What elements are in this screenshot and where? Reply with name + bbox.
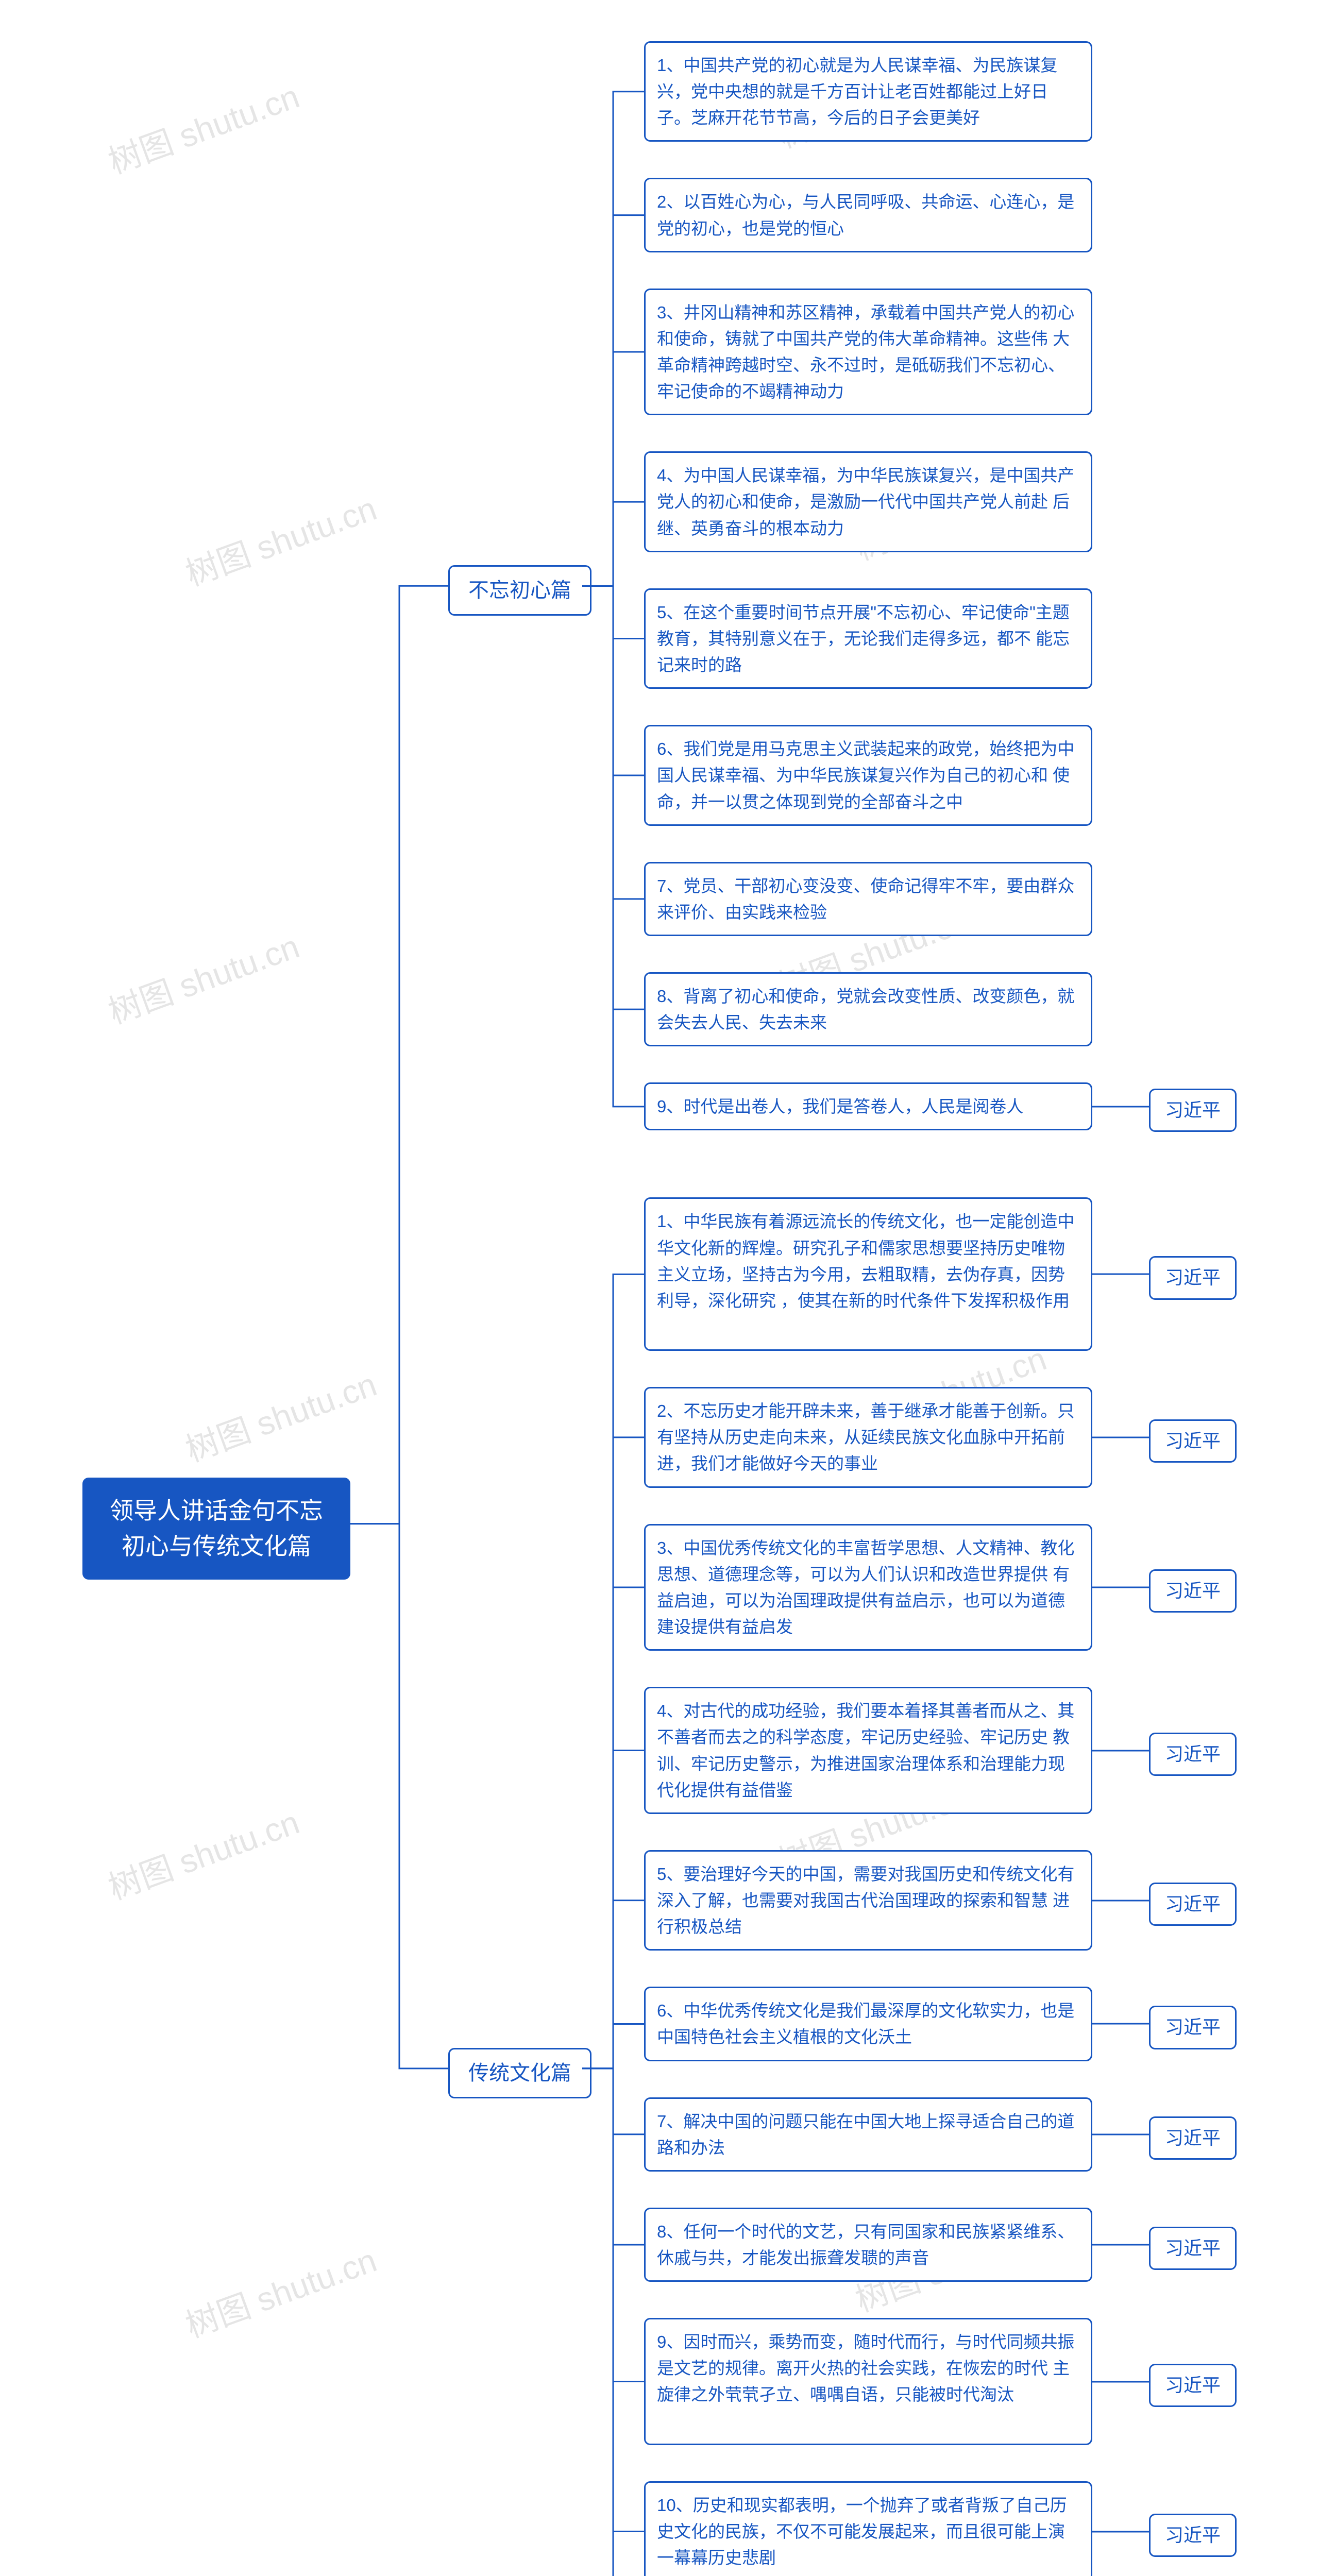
leaf-node: 2、以百姓心为心，与人民同呼吸、共命运、心连心，是党的初心，也是党的恒心 <box>644 178 1092 252</box>
leaf-node: 10、历史和现实都表明，一个抛弃了或者背叛了自己历史文化的民族，不仅不可能发展起… <box>644 2481 1092 2576</box>
leaf-text: 8、任何一个时代的文艺，只有同国家和民族紧紧维系、休戚与共，才能发出振聋发聩的声… <box>657 2222 1074 2267</box>
author-label: 习近平 <box>1165 1099 1221 1121</box>
author-label: 习近平 <box>1165 1743 1221 1765</box>
author-node: 习近平 <box>1149 1256 1237 1299</box>
leaf-text: 9、时代是出卷人，我们是答卷人，人民是阅卷人 <box>657 1097 1023 1116</box>
watermark: 树图 shutu.cn <box>101 920 305 1033</box>
author-label: 习近平 <box>1165 2016 1221 2038</box>
leaf-text: 3、中国优秀传统文化的丰富哲学思想、人文精神、教化思想、道德理念等，可以为人们认… <box>657 1538 1074 1636</box>
leaf-text: 4、为中国人民谋幸福，为中华民族谋复兴，是中国共产党人的初心和使命，是激励一代代… <box>657 466 1074 537</box>
author-label: 习近平 <box>1165 2375 1221 2396</box>
author-label: 习近平 <box>1165 2127 1221 2148</box>
leaf-node: 7、解决中国的问题只能在中国大地上探寻适合自己的道路和办法 <box>644 2097 1092 2172</box>
author-node: 习近平 <box>1149 2006 1237 2049</box>
leaf-text: 1、中华民族有着源远流长的传统文化，也一定能创造中华文化新的辉煌。研究孔子和儒家… <box>657 1212 1074 1310</box>
leaf-node: 9、因时而兴，乘势而变，随时代而行，与时代同频共振是文艺的规律。离开火热的社会实… <box>644 2318 1092 2445</box>
author-connector <box>1092 1585 1149 1590</box>
branch-label: 传统文化篇 <box>468 2062 571 2084</box>
author-connector <box>1092 1435 1149 1440</box>
leaf-node: 3、井冈山精神和苏区精神，承载着中国共产党人的初心和使命，铸就了中国共产党的伟大… <box>644 289 1092 416</box>
author-node: 习近平 <box>1149 2514 1237 2557</box>
author-label: 习近平 <box>1165 2524 1221 2546</box>
leaf-text: 6、中华优秀传统文化是我们最深厚的文化软实力，也是中国特色社会主义植根的文化沃土 <box>657 2001 1074 2046</box>
leaf-node: 5、在这个重要时间节点开展"不忘初心、牢记使命"主题教育，其特别意义在于，无论我… <box>644 588 1092 689</box>
branch-node: 传统文化篇 <box>448 2048 591 2098</box>
leaf-text: 1、中国共产党的初心就是为人民谋幸福、为民族谋复兴，党中央想的就是千方百计让老百… <box>657 56 1057 127</box>
author-connector <box>1092 2132 1149 2137</box>
author-connector <box>1092 2242 1149 2247</box>
leaf-node: 9、时代是出卷人，我们是答卷人，人民是阅卷人 <box>644 1082 1092 1130</box>
branch-node: 不忘初心篇 <box>448 565 591 616</box>
author-connector <box>1092 1748 1149 1753</box>
author-node: 习近平 <box>1149 1733 1237 1776</box>
leaf-text: 5、要治理好今天的中国，需要对我国历史和传统文化有深入了解，也需要对我国古代治国… <box>657 1865 1074 1936</box>
author-connector <box>1092 2021 1149 2026</box>
leaf-text: 4、对古代的成功经验，我们要本着择其善者而从之、其不善者而去之的科学态度，牢记历… <box>657 1701 1074 1799</box>
root-label: 领导人讲话金句不忘初心与传统文化篇 <box>110 1497 323 1560</box>
author-node: 习近平 <box>1149 1883 1237 1926</box>
leaf-node: 6、我们党是用马克思主义武装起来的政党，始终把为中国人民谋幸福、为中华民族谋复兴… <box>644 725 1092 825</box>
leaf-text: 3、井冈山精神和苏区精神，承载着中国共产党人的初心和使命，铸就了中国共产党的伟大… <box>657 303 1074 401</box>
author-connector <box>1092 2529 1149 2534</box>
leaf-node: 1、中华民族有着源远流长的传统文化，也一定能创造中华文化新的辉煌。研究孔子和儒家… <box>644 1197 1092 1351</box>
author-label: 习近平 <box>1165 2238 1221 2259</box>
leaf-node: 2、不忘历史才能开辟未来，善于继承才能善于创新。只有坚持从历史走向未来，从延续民… <box>644 1387 1092 1487</box>
leaf-node: 4、为中国人民谋幸福，为中华民族谋复兴，是中国共产党人的初心和使命，是激励一代代… <box>644 451 1092 552</box>
leaf-node: 4、对古代的成功经验，我们要本着择其善者而从之、其不善者而去之的科学态度，牢记历… <box>644 1687 1092 1814</box>
leaf-node: 3、中国优秀传统文化的丰富哲学思想、人文精神、教化思想、道德理念等，可以为人们认… <box>644 1524 1092 1651</box>
leaf-node: 1、中国共产党的初心就是为人民谋幸福、为民族谋复兴，党中央想的就是千方百计让老百… <box>644 41 1092 142</box>
leaf-text: 2、以百姓心为心，与人民同呼吸、共命运、心连心，是党的初心，也是党的恒心 <box>657 192 1074 238</box>
root-node: 领导人讲话金句不忘初心与传统文化篇 <box>82 1478 350 1580</box>
author-label: 习近平 <box>1165 1893 1221 1914</box>
author-node: 习近平 <box>1149 1569 1237 1613</box>
author-connector <box>1092 1898 1149 1903</box>
leaf-text: 6、我们党是用马克思主义武装起来的政党，始终把为中国人民谋幸福、为中华民族谋复兴… <box>657 739 1074 811</box>
leaf-text: 7、党员、干部初心变没变、使命记得牢不牢，要由群众来评价、由实践来检验 <box>657 876 1074 922</box>
leaf-node: 8、任何一个时代的文艺，只有同国家和民族紧紧维系、休戚与共，才能发出振聋发聩的声… <box>644 2208 1092 2282</box>
watermark: 树图 shutu.cn <box>101 70 305 183</box>
author-node: 习近平 <box>1149 1419 1237 1463</box>
root-connector <box>350 41 453 2576</box>
author-connector <box>1092 2379 1149 2384</box>
leaf-text: 5、在这个重要时间节点开展"不忘初心、牢记使命"主题教育，其特别意义在于，无论我… <box>657 603 1070 674</box>
author-connector <box>1092 1104 1149 1109</box>
watermark: 树图 shutu.cn <box>101 1796 305 1909</box>
author-node: 习近平 <box>1149 1089 1237 1132</box>
leaf-text: 8、背离了初心和使命，党就会改变性质、改变颜色，就会失去人民、失去未来 <box>657 987 1074 1032</box>
branch-connector <box>582 41 649 2576</box>
leaf-text: 10、历史和现实都表明，一个抛弃了或者背叛了自己历史文化的民族，不仅不可能发展起… <box>657 2496 1067 2567</box>
leaf-text: 7、解决中国的问题只能在中国大地上探寻适合自己的道路和办法 <box>657 2112 1074 2157</box>
author-label: 习近平 <box>1165 1580 1221 1601</box>
leaf-text: 9、因时而兴，乘势而变，随时代而行，与时代同频共振是文艺的规律。离开火热的社会实… <box>657 2332 1074 2404</box>
author-node: 习近平 <box>1149 2227 1237 2270</box>
leaf-node: 7、党员、干部初心变没变、使命记得牢不牢，要由群众来评价、由实践来检验 <box>644 862 1092 936</box>
leaf-node: 8、背离了初心和使命，党就会改变性质、改变颜色，就会失去人民、失去未来 <box>644 972 1092 1046</box>
author-node: 习近平 <box>1149 2116 1237 2160</box>
leaf-node: 5、要治理好今天的中国，需要对我国历史和传统文化有深入了解，也需要对我国古代治国… <box>644 1850 1092 1951</box>
leaf-text: 2、不忘历史才能开辟未来，善于继承才能善于创新。只有坚持从历史走向未来，从延续民… <box>657 1401 1074 1473</box>
author-label: 习近平 <box>1165 1430 1221 1451</box>
author-node: 习近平 <box>1149 2364 1237 2407</box>
leaf-node: 6、中华优秀传统文化是我们最深厚的文化软实力，也是中国特色社会主义植根的文化沃土 <box>644 1987 1092 2061</box>
author-connector <box>1092 1272 1149 1277</box>
author-label: 习近平 <box>1165 1267 1221 1288</box>
branch-label: 不忘初心篇 <box>468 579 571 602</box>
